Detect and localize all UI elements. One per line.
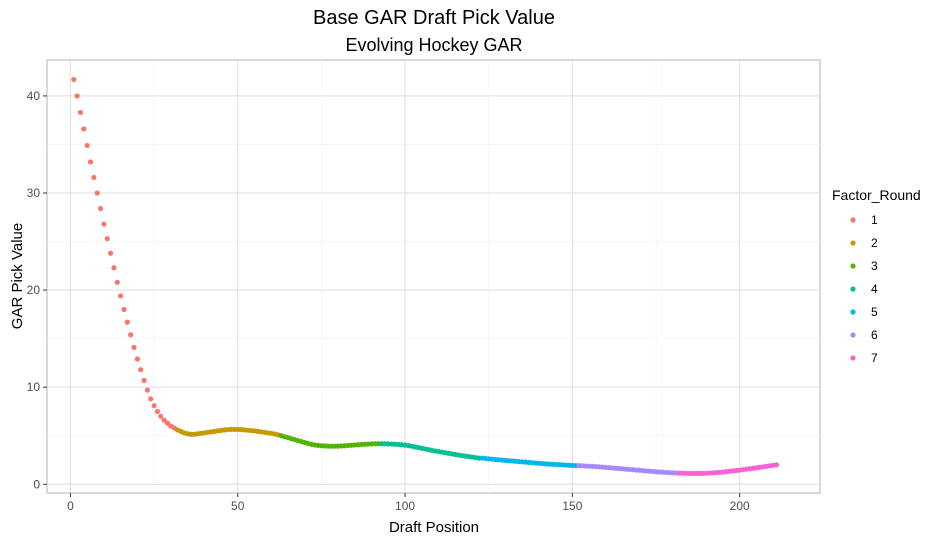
point-round-1	[121, 306, 127, 313]
point-round-1	[141, 377, 147, 383]
point-round-1	[111, 265, 117, 271]
y-tick-label: 40	[27, 89, 41, 103]
point-round-1	[104, 236, 110, 242]
point-round-1	[148, 396, 154, 402]
x-tick-label: 0	[67, 499, 74, 513]
point-round-1	[138, 367, 144, 373]
legend-key-3	[850, 263, 856, 269]
legend-key-5	[850, 309, 856, 315]
point-round-1	[77, 109, 84, 116]
point-round-1	[97, 205, 104, 212]
data-points	[71, 76, 780, 476]
legend-key-2	[850, 240, 856, 246]
legend-key-6	[850, 332, 856, 338]
chart-subtitle: Evolving Hockey GAR	[345, 35, 522, 55]
legend-key-4	[850, 286, 856, 292]
y-tick-label: 0	[33, 477, 40, 491]
point-round-1	[71, 76, 77, 83]
legend-label-5: 5	[871, 305, 878, 319]
point-round-1	[101, 221, 107, 227]
legend-items: 1 2 3 4 5 6 7	[850, 213, 878, 365]
x-tick-label: 150	[562, 499, 582, 513]
point-round-1	[128, 332, 134, 338]
legend-label-2: 2	[871, 236, 878, 250]
point-round-1	[158, 413, 164, 419]
point-round-1	[118, 293, 124, 299]
x-axis-title: Draft Position	[389, 519, 479, 536]
x-tick-label: 100	[395, 499, 415, 513]
point-round-1	[151, 403, 157, 409]
legend-label-3: 3	[871, 259, 878, 273]
legend: Factor_Round 1 2 3 4 5 6 7	[832, 187, 921, 365]
y-tick-label: 20	[27, 283, 41, 297]
point-round-7	[773, 462, 780, 468]
point-round-1	[134, 356, 140, 362]
legend-title: Factor_Round	[832, 187, 921, 203]
x-axis-ticks: 0 50 100 150 200	[67, 493, 750, 513]
minor-grid	[47, 60, 820, 493]
point-round-1	[124, 319, 130, 325]
y-tick-label: 30	[27, 186, 41, 200]
point-round-1	[91, 174, 97, 181]
chart-title: Base GAR Draft Pick Value	[313, 7, 555, 29]
legend-label-7: 7	[871, 351, 878, 365]
plot-panel	[46, 59, 821, 494]
legend-key-1	[850, 217, 856, 223]
point-round-1	[107, 250, 114, 256]
y-axis-ticks: 0 10 20 30 40	[27, 89, 47, 491]
point-round-1	[74, 93, 80, 99]
major-grid	[47, 60, 820, 493]
point-round-1	[161, 417, 167, 423]
y-axis-title: GAR Pick Value	[9, 223, 26, 329]
point-round-1	[84, 142, 90, 149]
point-round-1	[131, 344, 137, 350]
legend-label-4: 4	[871, 282, 878, 296]
point-round-1	[94, 190, 100, 196]
x-tick-label: 200	[730, 499, 750, 513]
legend-label-6: 6	[871, 328, 878, 342]
legend-label-1: 1	[871, 213, 878, 227]
point-round-1	[87, 159, 94, 165]
point-round-1	[81, 126, 87, 132]
legend-key-7	[850, 355, 856, 361]
point-round-1	[154, 408, 161, 415]
point-round-1	[144, 387, 150, 393]
x-tick-label: 50	[231, 499, 245, 513]
y-tick-label: 10	[27, 380, 41, 394]
point-round-1	[114, 279, 120, 285]
